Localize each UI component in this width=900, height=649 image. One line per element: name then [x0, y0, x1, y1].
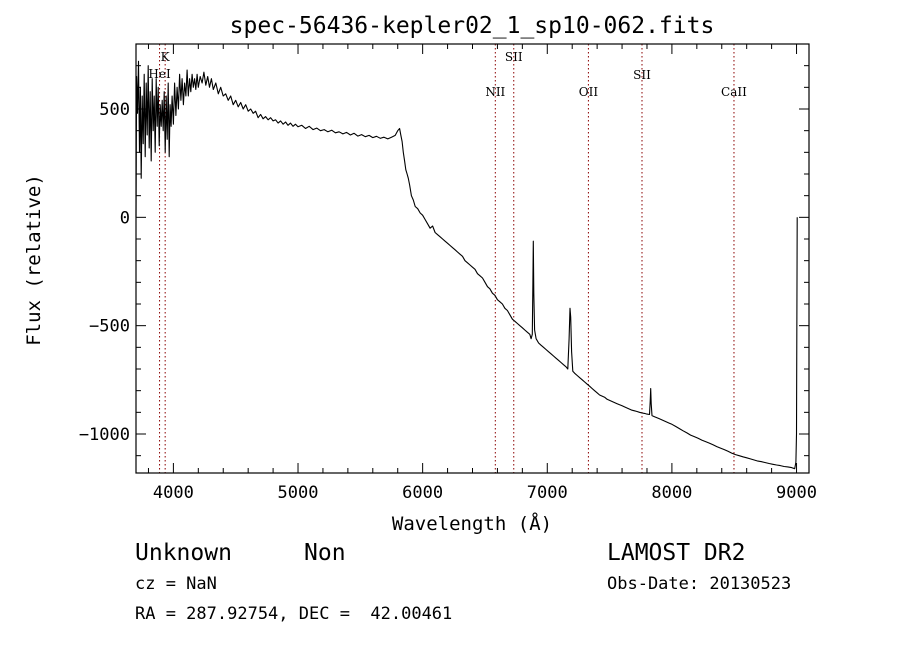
x-tick-label: 9000: [776, 483, 817, 503]
line-marker-label: NII: [485, 85, 505, 99]
series-group: [135, 60, 798, 470]
line-marker-label: K: [161, 50, 171, 64]
x-tick-label: 4000: [153, 483, 194, 503]
emission-line-markers: K HeI NII SII OII SII CaII: [148, 44, 747, 473]
line-marker-label: OII: [579, 85, 599, 99]
x-axis-label: Wavelength (Å): [392, 512, 552, 535]
coordinates: RA = 287.92754, DEC = 42.00461: [135, 604, 453, 624]
y-tick-label: −500: [89, 317, 130, 337]
chart-title: spec-56436-kepler02_1_sp10-062.fits: [230, 13, 715, 39]
spectrum-series-line: [135, 60, 798, 470]
obs-date: Obs-Date: 20130523: [607, 574, 792, 594]
line-marker-label: CaII: [721, 85, 747, 99]
y-tick-label: −1000: [79, 425, 130, 445]
line-marker-label: SII: [633, 68, 651, 82]
line-marker-label: SII: [505, 50, 523, 64]
y-axis-label: Flux (relative): [23, 174, 45, 346]
x-tick-label: 5000: [278, 483, 319, 503]
object-class: Unknown: [135, 540, 232, 566]
survey-name: LAMOST DR2: [607, 540, 746, 566]
redshift: cz = NaN: [135, 574, 217, 594]
object-subclass: Non: [304, 540, 346, 566]
line-marker-label: HeI: [148, 67, 171, 81]
plot-frame: [135, 43, 810, 474]
x-tick-label: 6000: [402, 483, 443, 503]
x-tick-label: 8000: [651, 483, 692, 503]
y-tick-label: 0: [120, 208, 130, 228]
y-tick-label: 500: [99, 100, 130, 120]
x-tick-label: 7000: [527, 483, 568, 503]
